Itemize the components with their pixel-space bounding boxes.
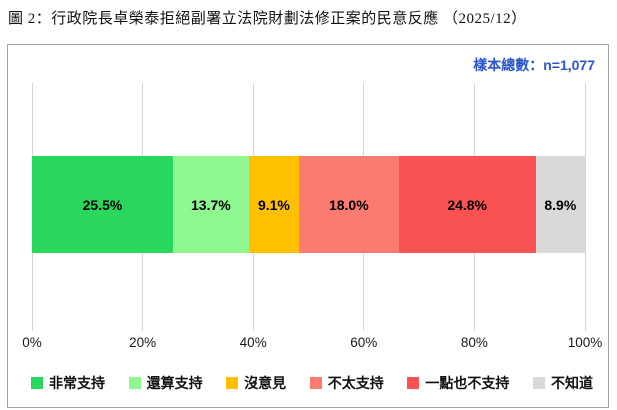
bar-segment-value-label: 8.9%	[544, 196, 577, 213]
legend-item-3: 沒意見	[226, 373, 286, 393]
legend-label: 不太支持	[327, 375, 384, 391]
x-axis-tick-label: 100%	[567, 335, 603, 350]
legend-item-6: 不知道	[532, 373, 593, 393]
bar-segment-2: 13.7%	[173, 156, 249, 253]
legend-item-1: 非常支持	[31, 373, 105, 393]
legend-swatch-icon	[309, 377, 322, 389]
x-axis-tick-label: 0%	[22, 335, 42, 350]
bar-segment-value-label: 25.5%	[82, 196, 123, 213]
bar-segment-3: 9.1%	[248, 156, 300, 253]
legend-item-5: 一點也不支持	[407, 373, 509, 393]
bar-segment-value-label: 9.1%	[257, 196, 290, 213]
legend-label: 還算支持	[146, 375, 203, 391]
legend-label: 沒意見	[244, 375, 287, 391]
plot-area: 25.5% 13.7% 9.1% 18.0% 24.8% 8.9%	[31, 83, 586, 331]
bar-segment-value-label: 13.7%	[191, 196, 231, 213]
chart-title: 圖 2：行政院長卓榮泰拒絕副署立法院財劃法修正案的民意反應 （2025/12）	[8, 11, 527, 27]
legend-swatch-icon	[407, 377, 420, 389]
legend-label: 不知道	[550, 375, 593, 391]
x-axis-tick-label: 40%	[239, 335, 267, 350]
chart-plot-frame: 樣本總數：n=1,077 25.5% 13.7% 9.1% 18.0% 24.8% 8.9…	[7, 44, 609, 408]
x-axis-tick-label: 60%	[350, 335, 378, 350]
bar-segment-1: 25.5%	[32, 156, 173, 253]
bar-segment-5: 24.8%	[398, 156, 536, 253]
bar-segment-6: 8.9%	[535, 156, 585, 253]
bar-segment-value-label: 18.0%	[328, 196, 369, 213]
gridline-100	[584, 83, 586, 331]
legend-swatch-icon	[226, 377, 239, 389]
legend-item-4: 不太支持	[309, 373, 384, 393]
legend-swatch-icon	[532, 377, 545, 389]
sample-size-annotation: 樣本總數：n=1,077	[473, 57, 595, 73]
bar-segment-value-label: 24.8%	[447, 196, 488, 213]
x-axis: 0% 20% 40% 60% 80% 100%	[22, 335, 602, 353]
legend-label: 非常支持	[49, 375, 105, 391]
legend: 非常支持 還算支持 沒意見 不太支持 一點也不支持 不知道	[31, 372, 593, 394]
legend-item-2: 還算支持	[128, 373, 203, 393]
legend-swatch-icon	[31, 377, 43, 389]
stacked-bar: 25.5% 13.7% 9.1% 18.0% 24.8% 8.9%	[32, 156, 585, 253]
x-axis-tick-label: 20%	[129, 335, 157, 350]
legend-swatch-icon	[128, 377, 141, 389]
x-axis-tick-label: 80%	[460, 335, 488, 350]
bar-segment-4: 18.0%	[299, 156, 399, 253]
legend-label: 一點也不支持	[425, 375, 510, 391]
